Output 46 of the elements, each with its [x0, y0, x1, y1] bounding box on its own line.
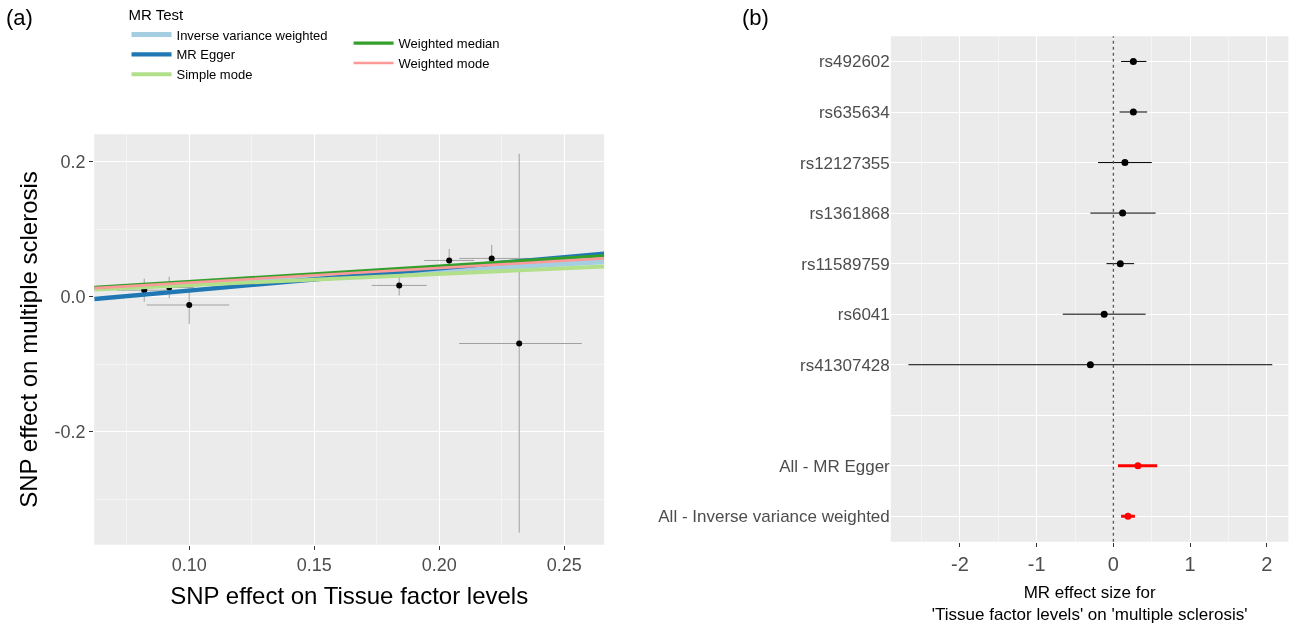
y-tick-label: 0.0	[60, 287, 86, 308]
x-tick-label: -1	[1027, 552, 1046, 575]
x-tick-label: 0.25	[546, 555, 582, 576]
legend-label: Weighted median	[398, 36, 500, 52]
y-tick-label: rs11589759	[801, 254, 890, 274]
legend-label: Inverse variance weighted	[176, 27, 328, 43]
x-tick-label: 0.15	[296, 555, 332, 576]
x-tick-label: 1	[1184, 552, 1196, 575]
y-tick-label: rs12127355	[799, 153, 890, 173]
point	[1124, 512, 1132, 520]
y-axis-title: SNP effect on multiple sclerosis	[14, 171, 42, 508]
legend-label: Weighted mode	[398, 56, 490, 71]
point	[1129, 108, 1137, 116]
y-tick-label: All - MR Egger	[779, 456, 891, 476]
y-tick-label: rs1361868	[809, 204, 890, 224]
y-tick-label: rs492602	[818, 52, 890, 72]
x-tick-label: 2	[1261, 552, 1273, 575]
x-tick-label: 0.20	[421, 555, 457, 576]
point	[1121, 159, 1129, 167]
x-tick-label: 0.10	[171, 555, 207, 576]
point	[1129, 57, 1137, 65]
y-tick-label: rs41307428	[799, 355, 890, 375]
point	[446, 257, 453, 264]
point	[396, 282, 403, 289]
y-tick-label: rs6041	[837, 305, 890, 325]
point	[1086, 361, 1094, 369]
point	[488, 255, 495, 262]
point	[1119, 209, 1127, 217]
x-tick-label: -2	[950, 552, 969, 575]
y-tick-label: All - Inverse variance weighted	[658, 507, 890, 527]
chart-title: (a)	[6, 5, 33, 30]
chart-title: (b)	[742, 5, 769, 30]
legend-label: Simple mode	[176, 67, 253, 83]
point	[186, 302, 193, 309]
point	[1116, 260, 1124, 268]
x-axis-title: SNP effect on Tissue factor levels	[170, 581, 529, 609]
y-tick-label: -0.2	[54, 422, 86, 443]
point	[516, 340, 523, 347]
point	[1100, 310, 1108, 318]
legend-label: MR Egger	[176, 47, 236, 63]
y-tick-label: rs635634	[818, 102, 890, 122]
point	[1134, 462, 1142, 470]
legend-title: MR Test	[128, 5, 185, 23]
x-axis-title: MR effect size for 'Tissue factor levels' on 'multiple sclerosis'	[931, 582, 1248, 624]
x-tick-label: 0	[1107, 552, 1119, 575]
y-tick-label: 0.2	[60, 152, 86, 173]
